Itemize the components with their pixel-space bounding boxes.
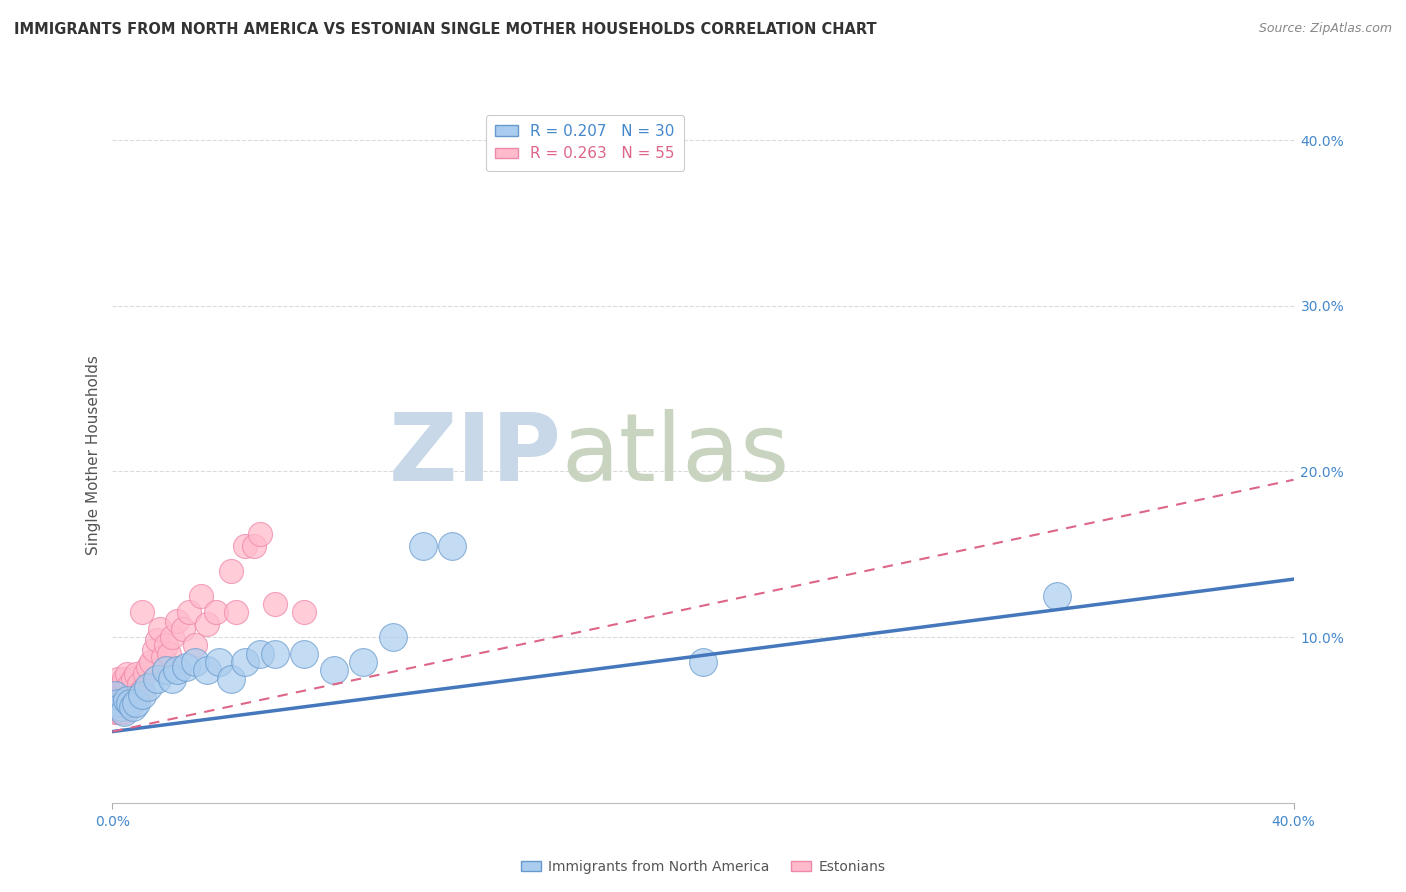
Point <box>264 647 287 661</box>
Point <box>125 666 148 681</box>
Point <box>104 688 127 702</box>
Point <box>292 605 315 619</box>
Point <box>190 589 212 603</box>
Point <box>205 605 228 619</box>
Point <box>107 672 129 686</box>
Point <box>112 705 135 719</box>
Point <box>219 564 242 578</box>
Point <box>117 688 138 702</box>
Point <box>166 663 188 677</box>
Point <box>142 643 165 657</box>
Point <box>219 672 242 686</box>
Point <box>243 539 266 553</box>
Point <box>104 688 127 702</box>
Point <box>110 688 132 702</box>
Point <box>292 647 315 661</box>
Point <box>208 655 231 669</box>
Point <box>107 705 129 719</box>
Point <box>112 683 135 698</box>
Text: atlas: atlas <box>561 409 790 501</box>
Point <box>131 605 153 619</box>
Point <box>146 672 169 686</box>
Point <box>112 672 135 686</box>
Point <box>107 688 129 702</box>
Point <box>179 605 201 619</box>
Point <box>152 650 174 665</box>
Point <box>323 663 346 677</box>
Point <box>120 699 142 714</box>
Point <box>411 539 433 553</box>
Point <box>249 527 271 541</box>
Point <box>146 633 169 648</box>
Point <box>184 639 207 653</box>
Point <box>125 697 148 711</box>
Point <box>122 699 145 714</box>
Point <box>174 660 197 674</box>
Point <box>117 693 138 707</box>
Point <box>131 688 153 702</box>
Point <box>157 647 180 661</box>
Point <box>136 680 159 694</box>
Point <box>104 680 127 694</box>
Point <box>117 680 138 694</box>
Point <box>131 683 153 698</box>
Point <box>264 597 287 611</box>
Legend: Immigrants from North America, Estonians: Immigrants from North America, Estonians <box>515 855 891 880</box>
Point <box>233 539 256 553</box>
Point <box>382 630 405 644</box>
Point <box>249 647 271 661</box>
Point <box>110 705 132 719</box>
Point <box>120 697 142 711</box>
Point <box>128 676 150 690</box>
Point <box>110 697 132 711</box>
Y-axis label: Single Mother Households: Single Mother Households <box>86 355 101 555</box>
Point <box>117 697 138 711</box>
Point <box>122 672 145 686</box>
Point <box>166 614 188 628</box>
Point <box>352 655 374 669</box>
Text: Source: ZipAtlas.com: Source: ZipAtlas.com <box>1258 22 1392 36</box>
Point <box>195 663 218 677</box>
Point <box>172 622 194 636</box>
Point <box>184 655 207 669</box>
Point <box>155 639 177 653</box>
Point <box>107 697 129 711</box>
Point <box>134 666 156 681</box>
Point <box>441 539 464 553</box>
Point <box>110 680 132 694</box>
Text: ZIP: ZIP <box>388 409 561 501</box>
Point <box>160 630 183 644</box>
Point <box>195 616 218 631</box>
Point <box>104 705 127 719</box>
Point <box>112 697 135 711</box>
Point <box>225 605 247 619</box>
Point <box>692 655 714 669</box>
Point <box>107 680 129 694</box>
Point <box>136 660 159 674</box>
Point <box>117 666 138 681</box>
Point <box>122 683 145 698</box>
Point <box>107 697 129 711</box>
Point <box>155 663 177 677</box>
Point <box>160 672 183 686</box>
Point <box>104 697 127 711</box>
Point <box>112 705 135 719</box>
Point <box>120 688 142 702</box>
Point <box>110 699 132 714</box>
Point <box>139 655 162 669</box>
Point <box>120 676 142 690</box>
Point <box>1046 589 1069 603</box>
Text: IMMIGRANTS FROM NORTH AMERICA VS ESTONIAN SINGLE MOTHER HOUSEHOLDS CORRELATION C: IMMIGRANTS FROM NORTH AMERICA VS ESTONIA… <box>14 22 877 37</box>
Point <box>125 693 148 707</box>
Point <box>149 622 172 636</box>
Point <box>233 655 256 669</box>
